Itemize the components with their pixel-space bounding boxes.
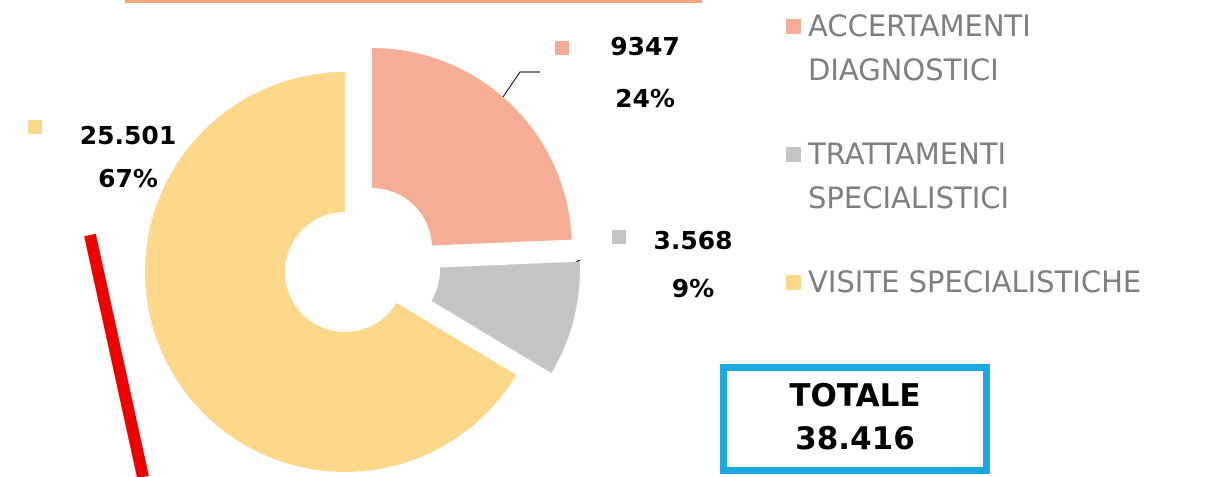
label-swatch	[28, 120, 42, 134]
legend-label: ACCERTAMENTI DIAGNOSTICI	[808, 9, 1031, 87]
slice	[372, 48, 572, 246]
slice	[145, 72, 517, 472]
total-box: TOTALE 38.416	[720, 364, 990, 474]
label-swatch	[555, 41, 569, 55]
percent-label: 24%	[615, 84, 675, 113]
value-label: 3.568	[653, 226, 732, 255]
legend-label: TRATTAMENTI SPECIALISTICI	[808, 137, 1010, 215]
total-value: 38.416	[795, 421, 915, 457]
red-marker	[84, 233, 149, 477]
legend: ACCERTAMENTI DIAGNOSTICI TRATTAMENTI SPEC…	[786, 4, 1232, 344]
legend-item: VISITE SPECIALISTICHE	[786, 260, 1232, 304]
legend-swatch	[786, 147, 801, 162]
label-swatch	[612, 230, 626, 244]
legend-label: VISITE SPECIALISTICHE	[808, 265, 1142, 299]
legend-item: ACCERTAMENTI DIAGNOSTICI	[786, 4, 1108, 92]
slice	[431, 261, 581, 374]
value-label: 9347	[610, 32, 680, 61]
percent-label: 9%	[672, 274, 714, 303]
legend-swatch	[786, 19, 801, 34]
legend-item: TRATTAMENTI SPECIALISTICI	[786, 132, 1108, 220]
percent-label: 67%	[98, 164, 158, 193]
legend-swatch	[786, 275, 801, 290]
value-label: 25.501	[80, 121, 176, 150]
total-label: TOTALE	[789, 378, 921, 414]
